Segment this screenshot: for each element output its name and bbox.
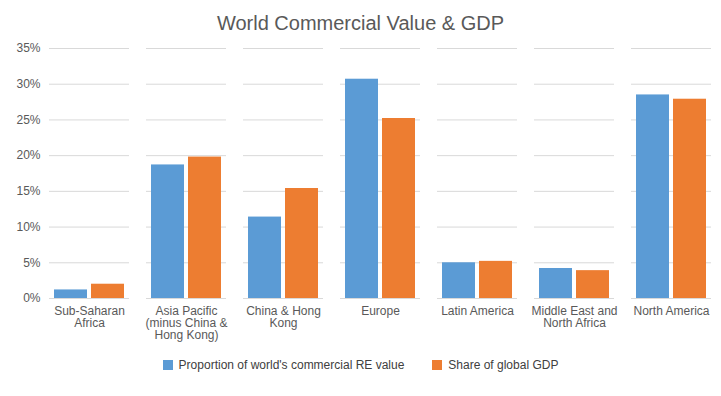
svg-text:Middle East andNorth Africa: Middle East andNorth Africa [531,304,617,330]
svg-text:30%: 30% [16,77,40,91]
svg-text:20%: 20% [16,148,40,162]
html-text:Share of global GDP: Share of global GDP [448,358,559,372]
svg-text:China & HongKong: China & HongKong [246,304,321,330]
svg-text:35%: 35% [16,41,40,55]
svg-text:10%: 10% [16,220,40,234]
svg-text:North America: North America [633,304,709,318]
html-text:Proportion of world's commerci: Proportion of world's commercial RE valu… [178,358,405,372]
svg-text:5%: 5% [23,256,41,270]
html-text:World Commercial Value & GDP: World Commercial Value & GDP [216,12,505,34]
svg-text:Asia Pacific(minus China &Hong: Asia Pacific(minus China &Hong Kong) [145,304,227,342]
svg-text:Europe: Europe [361,304,400,318]
svg-text:Sub-SaharanAfrica: Sub-SaharanAfrica [54,304,125,330]
svg-text:0%: 0% [23,291,41,305]
svg-text:25%: 25% [16,113,40,127]
svg-text:Latin America: Latin America [441,304,514,318]
svg-text:15%: 15% [16,184,40,198]
